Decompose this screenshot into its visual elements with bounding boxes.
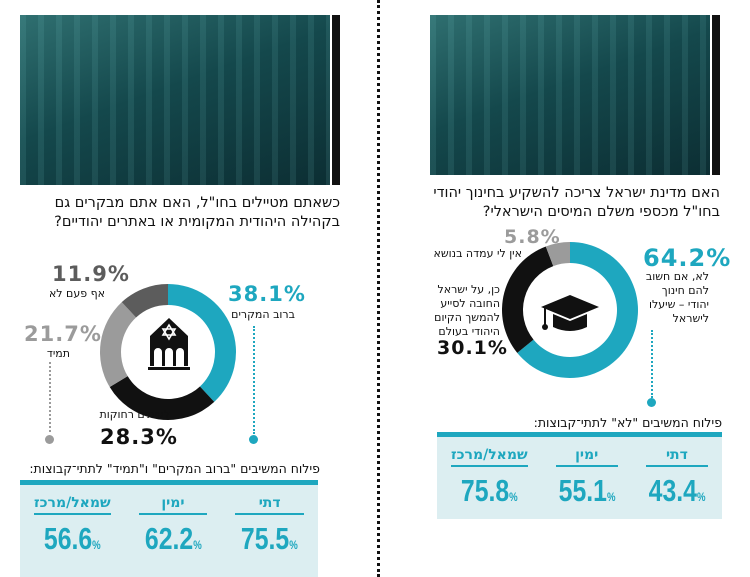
pct-mostly: 38.1% [228, 282, 306, 306]
left-subtitle: פילוח המשיבים "ברוב המקרים" ו"תמיד" לתתי… [29, 461, 320, 476]
table-cell: דתי 75.5% [221, 485, 318, 577]
label-no: לא, אם חשוב להם חינוך יהודי – שיעלו לישר… [645, 270, 709, 325]
table-cell: שמאל/מרכז 75.8% [437, 437, 542, 519]
table-cell: ימין 62.2% [125, 485, 222, 577]
pct-yes: 30.1% [437, 337, 508, 359]
group-label: שמאל/מרכז [34, 495, 111, 515]
label-rarely: לעיתים רחוקות [99, 408, 170, 421]
accent-bar [332, 15, 340, 185]
label-always: תמיד [46, 347, 70, 360]
donut-slice [517, 242, 638, 378]
pct-rarely: 28.3% [100, 425, 178, 449]
graduation-cap-icon [541, 295, 599, 331]
synagogue-icon [148, 318, 190, 370]
label-yes: כן, על ישראל החובה לסייע להמשך הקיום היה… [434, 283, 500, 338]
left-breakdown-table: דתי 75.5% ימין 62.2% שמאל/מרכז 56.6% [20, 480, 318, 577]
leader-dot [249, 435, 258, 444]
group-label: שמאל/מרכז [451, 447, 528, 467]
group-value: 62.2% [144, 521, 202, 556]
group-label: ימין [138, 495, 208, 515]
leader-line [49, 362, 51, 432]
donut-slice [100, 302, 137, 387]
left-question: כשאתם מטיילים בחו"ל, האם אתם מבקרים גם ב… [54, 195, 340, 230]
left-donut-chart [100, 284, 236, 420]
pct-no: 64.2% [643, 244, 732, 272]
group-value: 75.8% [460, 473, 518, 508]
donut-slice [502, 246, 554, 353]
group-label: דתי [645, 447, 708, 467]
donut-slice [168, 284, 236, 402]
group-label: דתי [235, 495, 304, 515]
leader-dot [647, 398, 656, 407]
column-divider [377, 0, 380, 577]
leader-line [651, 330, 653, 398]
pct-never: 11.9% [52, 262, 130, 286]
pct-no-nodata: 5.8% [504, 226, 561, 248]
leader-line [253, 326, 255, 434]
table-cell: ימין 55.1% [542, 437, 632, 519]
donut-slice [121, 284, 168, 318]
right-subtitle: פילוח המשיבים "לא" לתתי־קבוצות: [533, 415, 722, 430]
group-value: 43.4% [648, 473, 706, 508]
donut-slice [545, 242, 570, 267]
right-question: האם מדינת ישראל צריכה להשקיע בחינוך יהוד… [433, 185, 720, 220]
right-donut-chart [502, 242, 638, 378]
label-no-opinion: אין לי עמדה בנושא [433, 247, 522, 260]
group-label: ימין [555, 447, 618, 467]
table-cell: שמאל/מרכז 56.6% [20, 485, 125, 577]
table-cell: דתי 43.4% [632, 437, 722, 519]
donut-slice [109, 376, 215, 420]
group-value: 75.5% [241, 521, 299, 556]
label-never: אף פעם לא [48, 287, 105, 300]
synagogue-photo [20, 15, 330, 185]
pct-always: 21.7% [24, 322, 102, 346]
accent-bar [712, 15, 720, 175]
group-value: 55.1% [558, 473, 616, 508]
label-mostly: ברוב המקרים [231, 308, 295, 321]
group-value: 56.6% [43, 521, 101, 556]
crowd-photo [430, 15, 710, 175]
leader-dot [45, 435, 54, 444]
right-breakdown-table: דתי 43.4% ימין 55.1% שמאל/מרכז 75.8% [437, 432, 722, 519]
